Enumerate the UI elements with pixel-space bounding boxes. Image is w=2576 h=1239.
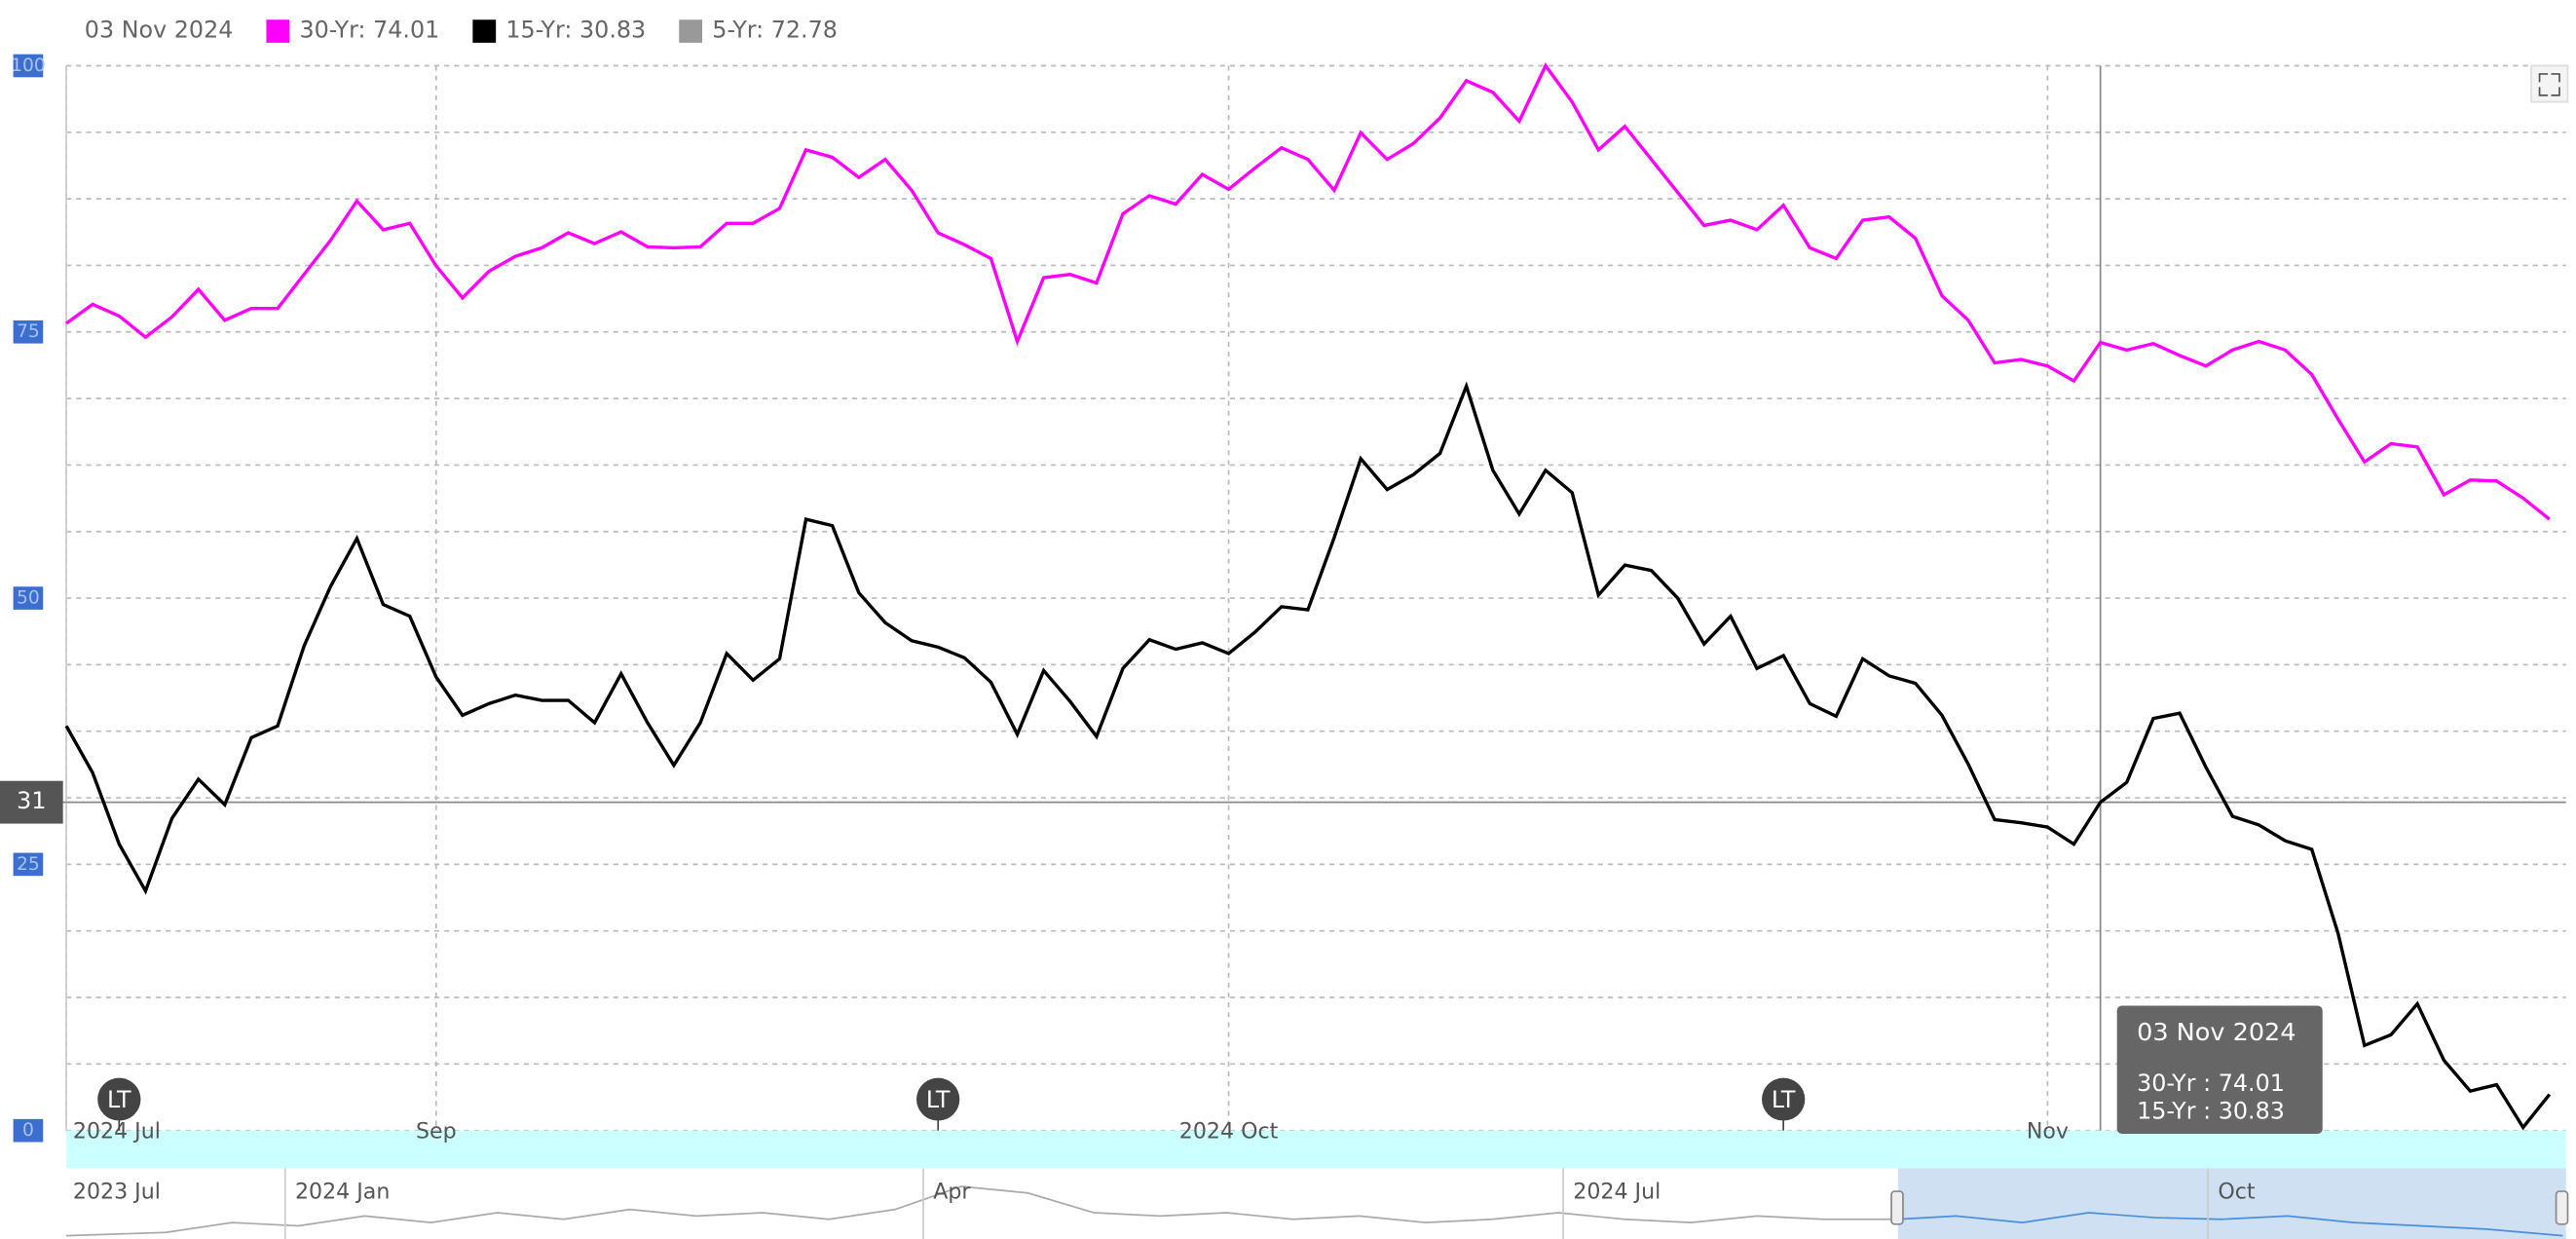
tooltip-title: 03 Nov 2024 (2137, 1017, 2296, 1046)
x-tick-label: 2024 Jul (73, 1119, 161, 1144)
navigator-line-selected (1897, 1212, 2563, 1237)
crosshair-label-bg (0, 780, 63, 824)
navigator-handle[interactable] (2555, 1190, 2569, 1225)
x-tick-label: Nov (2027, 1119, 2069, 1144)
y-tick-bg (13, 319, 44, 344)
tooltip (2116, 1005, 2323, 1135)
navigator-line (66, 1185, 1898, 1237)
annotation-label: LT (1772, 1086, 1796, 1113)
navigator-handle[interactable] (1890, 1190, 1904, 1225)
tooltip-line: 15-Yr : 30.83 (2137, 1098, 2285, 1125)
x-tick-label: Sep (416, 1119, 457, 1144)
navigator-label: Apr (933, 1181, 971, 1205)
y-tick-label: 25 (17, 854, 40, 875)
legend-swatch (472, 19, 497, 43)
x-axis-band (66, 1130, 2566, 1169)
navigator-label: 2023 Jul (73, 1181, 161, 1205)
annotation-flag (97, 1077, 141, 1121)
legend-label: 30-Yr: 74.01 (299, 17, 439, 44)
y-tick-bg (13, 586, 44, 610)
y-tick-label: 75 (17, 321, 40, 342)
legend-label: 15-Yr: 30.83 (505, 17, 646, 44)
expand-button[interactable] (2530, 64, 2569, 103)
navigator-label: 2024 Jan (295, 1181, 390, 1205)
y-tick-label: 0 (22, 1120, 34, 1141)
navigator-separators (283, 1168, 2209, 1239)
navigator-label: Oct (2218, 1181, 2256, 1205)
y-tick-label: 100 (11, 56, 46, 76)
annotation-label: LT (926, 1086, 951, 1113)
legend-label: 03 Nov 2024 (85, 17, 234, 44)
legend-swatch (266, 19, 290, 43)
annotation-label: LT (107, 1086, 131, 1113)
x-tick-label: 2024 Oct (1179, 1119, 1279, 1144)
navigator-label: 2024 Jul (1573, 1181, 1661, 1205)
y-tick-label: 50 (17, 588, 40, 609)
y-tick-bg (13, 1118, 44, 1143)
series-line (65, 62, 2551, 521)
legend-label: 5-Yr: 72.78 (712, 17, 838, 44)
y-tick-bg (13, 852, 44, 877)
tooltip-line: 30-Yr : 74.01 (2137, 1070, 2285, 1097)
legend-swatch (679, 19, 703, 43)
y-tick-bg (13, 54, 44, 78)
annotation-flag (1762, 1077, 1806, 1121)
annotation-flag (916, 1077, 960, 1121)
crosshair-label: 31 (17, 787, 46, 814)
series-line (64, 381, 2552, 1131)
